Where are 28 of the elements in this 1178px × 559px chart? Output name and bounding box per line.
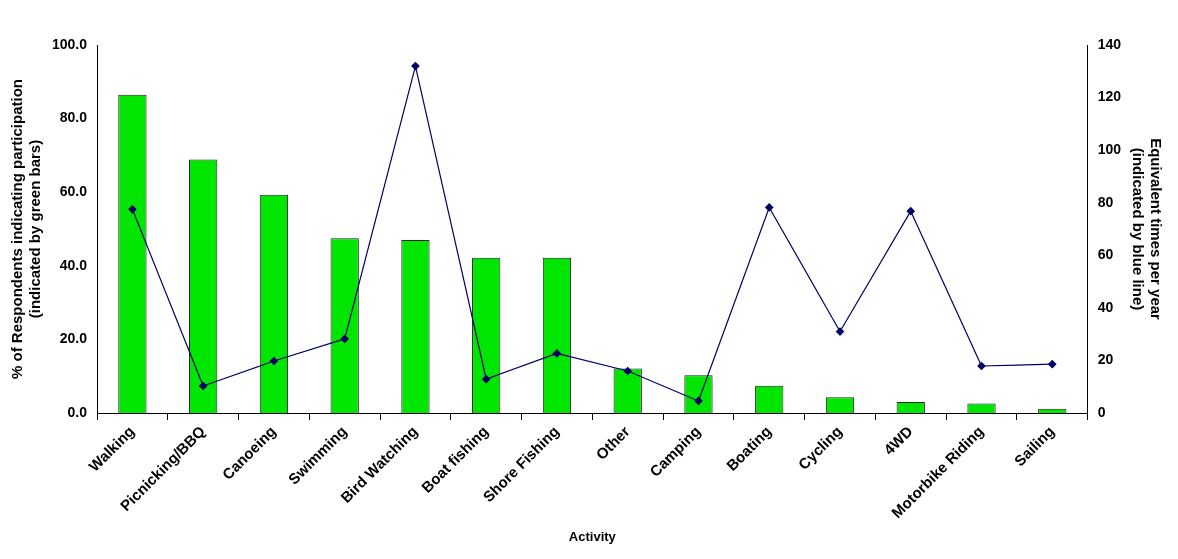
y2-tick-label: 120 — [1097, 88, 1122, 105]
x-axis-title: Activity — [568, 528, 617, 544]
y2-tick-label: 140 — [1097, 35, 1122, 52]
point — [552, 349, 562, 358]
y-tick-label: 20.0 — [59, 330, 88, 347]
y2-tick-label: 20 — [1097, 351, 1114, 368]
y2-axis-title: Equivalent times per year (indicated by blue line) — [1129, 138, 1165, 321]
y-tick-label: 40.0 — [59, 256, 88, 273]
y2-tick-label: 40 — [1097, 298, 1114, 315]
point — [128, 205, 137, 214]
point — [623, 366, 632, 376]
y2-tick-label: 100 — [1097, 141, 1122, 158]
point — [340, 334, 349, 344]
y-tick-label: 60.0 — [59, 183, 88, 200]
point — [411, 61, 420, 71]
point — [906, 207, 915, 216]
point — [269, 356, 279, 366]
point — [199, 381, 208, 391]
point — [482, 375, 491, 384]
point — [1048, 360, 1057, 369]
y-tick-label: 80.0 — [59, 109, 88, 126]
point — [765, 203, 774, 212]
y2-tick-label: 80 — [1097, 193, 1114, 210]
y2-tick-label: 0 — [1097, 403, 1106, 420]
y-tick-label: 100.0 — [51, 35, 88, 52]
y-axis-title: % of Respondents indicating participation (indicated by green bars) — [8, 79, 44, 380]
y-tick-label: 0.0 — [67, 403, 88, 420]
y2-tick-label: 60 — [1097, 246, 1114, 263]
